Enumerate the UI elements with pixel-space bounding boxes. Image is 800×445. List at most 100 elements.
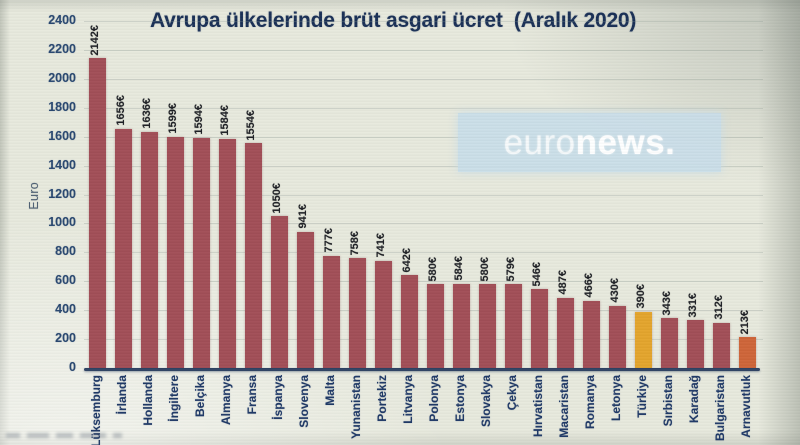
- bar-value-label: 584€: [452, 256, 465, 281]
- bar-value-label: 343€: [660, 290, 673, 316]
- x-category-label: Slovenya: [297, 375, 311, 428]
- bar-Litvanya: [400, 275, 418, 368]
- gridline: [84, 194, 763, 196]
- x-category-label: Türkiye: [635, 375, 649, 418]
- x-category-label: Yunanistan: [349, 375, 363, 440]
- x-category-label: Macaristan: [557, 375, 571, 438]
- x-category-label: Almanya: [219, 375, 233, 426]
- gridline: [84, 281, 763, 283]
- euronews-watermark: euro news.: [458, 113, 721, 172]
- bar-value-label: 430€: [608, 278, 621, 303]
- y-tick-label: 400: [55, 302, 76, 317]
- smudge-mark: [56, 433, 73, 438]
- bar-value-label: 1636€: [140, 97, 153, 129]
- x-category-label: Bulgaristan: [713, 375, 727, 442]
- x-category-label: Belçika: [193, 375, 207, 418]
- gridline: [84, 49, 763, 51]
- bar-value-label: 580€: [426, 256, 439, 282]
- x-category-label: İngiltere: [167, 375, 181, 422]
- x-category-label: Estonya: [453, 375, 467, 422]
- bar-value-label: 579€: [504, 256, 517, 282]
- bar-Hollanda: [140, 131, 158, 368]
- bar-value-label: 580€: [478, 256, 491, 282]
- y-tick-label: 2400: [48, 13, 76, 27]
- gridline: [84, 107, 763, 109]
- x-category-label: Karadağ: [687, 375, 701, 424]
- gridline: [84, 78, 763, 80]
- x-category-label: Çekya: [505, 375, 519, 411]
- bar-Letonya: [608, 305, 626, 368]
- x-category-label: İrlanda: [115, 375, 129, 415]
- x-category-label: İspanya: [271, 375, 285, 420]
- bar-Yunanistan: [348, 258, 366, 368]
- bar-Hırvatistan: [530, 289, 548, 368]
- x-axis-line: [84, 368, 760, 372]
- y-tick-label: 1800: [48, 99, 76, 114]
- bar-value-label: 487€: [556, 270, 569, 295]
- bar-value-label: 741€: [374, 233, 387, 258]
- bar-value-label: 1656€: [114, 95, 127, 126]
- y-tick-label: 2200: [48, 41, 76, 56]
- bar-İspanya: [270, 216, 288, 368]
- gridline: [84, 252, 763, 254]
- bar-Lüksemburg: [88, 58, 106, 368]
- gridline: [84, 165, 763, 167]
- bar-Slovakya: [478, 284, 496, 368]
- bar-Polonya: [426, 284, 444, 368]
- x-category-label: Arnavutluk: [739, 375, 753, 438]
- bar-Bulgaristan: [712, 322, 730, 368]
- bar-Fransa: [244, 143, 262, 368]
- bar-Estonya: [452, 283, 470, 368]
- bar-Karadağ: [686, 320, 704, 368]
- bar-value-label: 642€: [400, 247, 413, 273]
- x-category-label: Hollanda: [141, 375, 155, 426]
- bar-value-label: 777€: [322, 228, 335, 253]
- gridline: [84, 223, 763, 225]
- chart-title: Avrupa ülkelerinde brüt asgari ücret (Ar…: [150, 9, 637, 32]
- x-category-label: Letonya: [609, 375, 623, 422]
- bar-value-label: 331€: [686, 292, 699, 318]
- x-category-label: Hırvatistan: [531, 375, 545, 438]
- x-category-label: Fransa: [245, 375, 259, 415]
- bar-value-label: 312€: [712, 295, 725, 320]
- bar-Macaristan: [556, 297, 574, 368]
- y-tick-label: 600: [55, 273, 76, 288]
- gridline: [84, 339, 763, 341]
- x-category-label: Malta: [323, 375, 337, 406]
- y-tick-label: 1000: [48, 215, 76, 230]
- bar-value-label: 390€: [634, 284, 647, 309]
- bar-Slovenya: [296, 231, 314, 368]
- y-tick-label: 1600: [48, 128, 76, 143]
- euronews-logo-euro-text: euro: [503, 122, 576, 162]
- bar-value-label: 1594€: [192, 103, 205, 135]
- y-tick-label: 1200: [48, 186, 76, 201]
- x-category-label: Slovakya: [479, 375, 493, 428]
- bar-value-label: 941€: [296, 204, 309, 229]
- y-tick-label: 2000: [48, 70, 76, 85]
- y-tick-label: 800: [55, 244, 76, 259]
- bar-value-label: 1599€: [166, 103, 179, 134]
- bar-value-label: 466€: [582, 273, 595, 298]
- bottom-edge-smudge: [6, 433, 236, 442]
- bar-Arnavutluk: [738, 337, 756, 368]
- x-category-label: Lüksemburg: [89, 375, 103, 445]
- y-tick-label: 0: [69, 360, 76, 374]
- y-tick-label: 1400: [48, 157, 76, 172]
- y-tick-label: 200: [55, 331, 76, 346]
- bar-İngiltere: [166, 136, 184, 368]
- bar-value-label: 1554€: [244, 109, 257, 141]
- bar-Belçika: [192, 137, 210, 368]
- x-category-label: Litvanya: [401, 375, 415, 424]
- x-category-label: Romanya: [583, 375, 597, 430]
- bar-value-label: 213€: [738, 309, 751, 335]
- x-category-label: Portekiz: [375, 375, 389, 422]
- bar-value-label: 2142€: [88, 24, 101, 56]
- gridline: [84, 310, 763, 312]
- bar-Malta: [322, 255, 340, 368]
- bar-Almanya: [218, 139, 236, 368]
- smudge-mark: [113, 433, 122, 438]
- gridline: [84, 136, 763, 138]
- bar-Çekya: [504, 284, 522, 368]
- gridline: [84, 21, 763, 22]
